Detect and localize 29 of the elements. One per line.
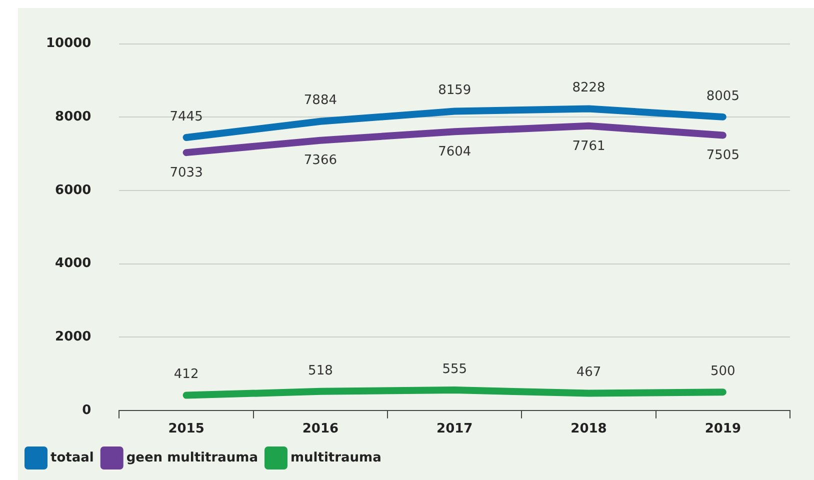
data-label: 8159 (438, 83, 472, 98)
y-tick-label: 10000 (46, 36, 92, 52)
data-label: 7033 (170, 165, 203, 180)
legend-label: multitrauma (290, 450, 382, 466)
data-label: 8228 (572, 80, 606, 96)
data-label: 8005 (706, 88, 740, 104)
data-label: 500 (710, 364, 736, 379)
data-label: 467 (576, 365, 602, 380)
y-tick-label: 0 (82, 402, 92, 418)
data-label: 7366 (304, 153, 338, 168)
data-label: 7604 (438, 144, 472, 160)
data-label: 7884 (304, 93, 338, 108)
x-tick-label: 2019 (704, 422, 742, 437)
data-label: 412 (174, 367, 199, 382)
data-label: 7505 (706, 148, 740, 164)
data-label: 518 (308, 363, 333, 378)
data-label: 7445 (170, 109, 203, 124)
x-tick-label: 2017 (436, 422, 473, 437)
x-tick-label: 2016 (302, 422, 339, 437)
y-tick-label: 2000 (55, 329, 92, 344)
data-label: 7761 (572, 138, 606, 154)
y-tick-label: 6000 (55, 182, 92, 198)
y-tick-label: 4000 (55, 256, 92, 272)
legend-label: geen multitrauma (126, 450, 258, 466)
legend-label: totaal (50, 450, 94, 466)
y-tick-label: 8000 (55, 109, 92, 124)
x-tick-label: 2015 (168, 422, 204, 437)
data-label: 555 (442, 362, 468, 377)
x-tick-label: 2018 (570, 422, 607, 437)
